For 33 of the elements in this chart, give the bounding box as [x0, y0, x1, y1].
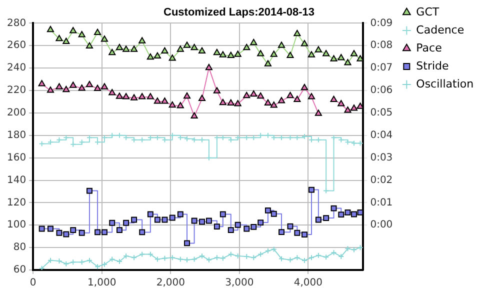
x-tick-label: 4,000 — [294, 278, 323, 289]
chart-title: Customized Laps:2014-08-13 — [164, 6, 314, 19]
legend-label: Cadence — [416, 23, 464, 36]
y-tick-label: 100 — [6, 220, 26, 231]
y2-tick-label: 0:05 — [370, 108, 393, 119]
y-tick-label: 60 — [13, 264, 26, 276]
y2-tick-label: 0:06 — [370, 85, 393, 96]
y-tick-label: 200 — [6, 108, 26, 119]
y-tick-label: 240 — [6, 62, 26, 74]
y-tick-label: 160 — [6, 152, 26, 164]
y2-tick-label: 0:03 — [370, 152, 393, 164]
y-tick-label: 140 — [6, 174, 26, 186]
legend-label: GCT — [416, 5, 440, 18]
y2-tick-label: 0:02 — [370, 174, 393, 186]
x-tick-label: 2,000 — [156, 278, 185, 289]
y-tick-label: 280 — [6, 18, 26, 29]
y2-tick-label: 0:01 — [370, 197, 393, 208]
y-tick-label: 120 — [6, 197, 26, 208]
y2-tick-label: 0:08 — [370, 40, 393, 52]
y-tick-label: 260 — [6, 40, 26, 52]
legend-label: Oscillation — [416, 77, 474, 90]
y2-tick-label: 0:00 — [370, 220, 393, 231]
y2-tick-label: 0:07 — [370, 62, 393, 74]
y2-tick-label: 0:04 — [370, 130, 393, 141]
y2-tick-label: 0:09 — [370, 18, 393, 29]
legend-label: Stride — [416, 59, 450, 72]
x-tick-label: 0 — [30, 278, 36, 289]
y-tick-label: 80 — [13, 242, 26, 254]
legend-label: Pace — [416, 41, 442, 54]
y-tick-label: 180 — [6, 130, 26, 141]
x-tick-label: 1,000 — [88, 278, 116, 289]
x-tick-label: 3,000 — [225, 278, 254, 289]
y-tick-label: 220 — [6, 85, 26, 96]
